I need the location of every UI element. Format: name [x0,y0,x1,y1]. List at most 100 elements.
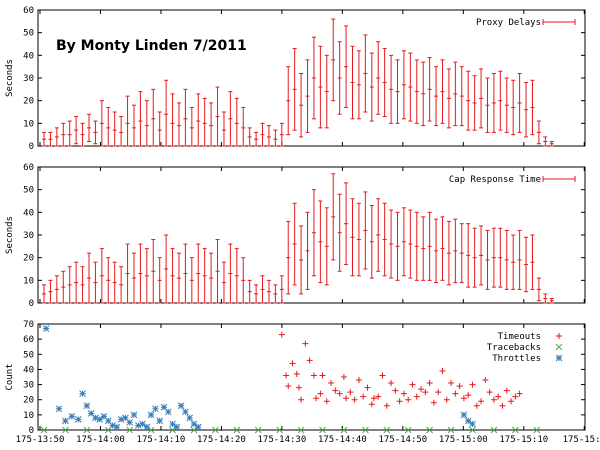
y-tick-label: 20 [23,254,34,264]
data-point [400,390,407,397]
data-point [212,426,219,434]
y-tick-label: 20 [23,97,34,107]
data-point [276,426,284,434]
y-tick-label: 60 [23,6,34,16]
data-point [404,426,412,434]
x-tick-label: 175-14:50 [378,435,427,445]
chart-panel-1: 0 10 20 30 40 50 60 Seconds Proxy Delays [5,6,586,152]
data-point [126,426,134,434]
legend-label: Proxy Delays [476,18,541,28]
data-point [278,331,285,338]
y-axis-label: Count [5,363,15,390]
chart-panel-2: 0 10 20 30 40 50 60 Seconds Cap Response Time [5,163,586,309]
data-point [332,387,339,394]
x-tick-label: 175-15:00 [439,435,488,445]
data-point [499,402,506,409]
data-point [62,417,69,425]
plot-frame [37,323,586,431]
data-point [503,387,510,394]
x-tick-label: 175-14:00 [76,435,125,445]
data-point [317,390,324,397]
data-point [156,417,164,425]
data-point [383,402,390,409]
y-tick-label: 50 [23,350,34,360]
data-point [486,389,493,396]
data-point [448,380,455,387]
data-point [79,390,86,398]
y-tick-label: 50 [23,186,34,196]
data-point [328,380,335,387]
data-point [147,411,155,419]
data-point [164,408,172,416]
data-point [360,393,367,400]
data-point [83,426,91,434]
data-point [186,414,194,422]
data-point [83,402,91,410]
data-point [190,420,198,428]
data-point [495,393,502,400]
data-point [465,392,472,399]
data-point [405,396,412,403]
data-point [478,398,485,405]
data-point [418,386,425,393]
y-tick-label: 20 [23,396,34,406]
y-tick-label: 0 [29,426,34,436]
data-point [396,398,403,405]
data-point [160,403,168,411]
y-tick-label: 10 [23,276,34,286]
data-point [313,395,320,402]
data-point [96,416,104,423]
data-point [139,420,146,428]
data-point [100,413,108,420]
data-point [362,426,369,434]
y-tick-label: 0 [29,299,34,309]
data-point [351,396,358,403]
data-point [302,340,309,347]
data-point [306,357,313,364]
data-point [177,402,185,410]
data-point [297,426,305,434]
data-point [426,380,433,387]
data-point [435,389,442,396]
data-point [443,396,450,403]
data-point [413,393,420,400]
data-point [113,423,121,431]
data-point [109,422,116,429]
data-point [340,374,347,380]
y-tick-label: 30 [23,381,34,391]
data-point [233,426,241,434]
data-point [511,426,519,434]
data-point [104,417,112,425]
data-point [336,390,343,397]
y-tick-label: 40 [23,365,34,375]
x-tick-label: 175-14:40 [318,435,367,445]
y-tick-label: 10 [23,119,34,129]
data-point [62,426,69,434]
data-point [452,390,459,397]
data-point [143,423,151,431]
data-point [370,395,377,402]
y-tick-label: 10 [23,411,34,421]
data-point [347,389,354,396]
data-point [375,393,382,400]
data-point [319,426,326,434]
y-axis-label: Seconds [5,216,15,254]
watermark: By Monty Linden 7/2011 [56,38,247,54]
y-tick-label: 60 [23,163,34,173]
data-point [122,414,129,422]
legend-label: Timeouts [498,332,541,342]
x-tick-label: 175-15:2 [563,435,600,445]
legend-label: Throttles [492,354,541,364]
legend-label: Tracebacks [487,343,541,353]
data-point [173,423,181,431]
x-tick-label: 175-13:50 [16,435,65,445]
data-point [152,405,159,413]
data-point [355,377,362,384]
data-point [130,411,138,419]
data-point [55,405,63,413]
data-point [169,420,176,428]
data-point [254,426,262,434]
data-point [473,402,480,409]
data-point [447,426,455,434]
